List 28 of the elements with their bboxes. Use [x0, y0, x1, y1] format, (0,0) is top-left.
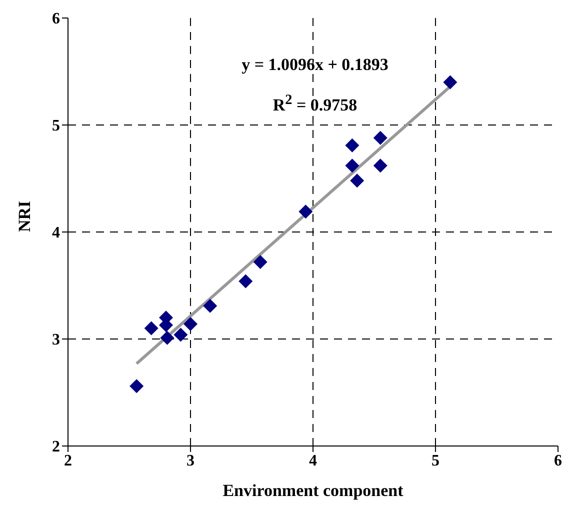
point	[373, 130, 388, 145]
y-tick-label: 4	[52, 224, 60, 242]
point	[160, 330, 174, 345]
point	[184, 317, 198, 332]
x-axis-title: Environment component	[222, 481, 404, 500]
x-tick-label: 6	[554, 452, 562, 470]
annotation: y = 1.0096x + 0.1893	[240, 55, 390, 75]
y-tick-label: 2	[52, 438, 60, 456]
y-tick-label: 5	[52, 118, 60, 135]
point	[144, 321, 158, 336]
point	[130, 379, 144, 394]
point	[345, 138, 360, 152]
x-tick-label: 3	[186, 452, 194, 470]
point	[350, 174, 364, 188]
y-tick-label: 3	[52, 332, 60, 349]
y-tick-label: 6	[52, 10, 60, 28]
x-tick-label: 2	[64, 452, 72, 470]
y-axis-title: NRI	[15, 200, 34, 232]
point	[298, 204, 313, 219]
point	[174, 328, 188, 342]
point	[373, 158, 388, 173]
point	[238, 274, 253, 288]
point	[443, 75, 458, 90]
point	[345, 158, 360, 173]
x-tick-label: 4	[309, 452, 317, 470]
point	[253, 254, 268, 269]
x-tick-label: 5	[432, 452, 440, 470]
point	[203, 298, 218, 313]
